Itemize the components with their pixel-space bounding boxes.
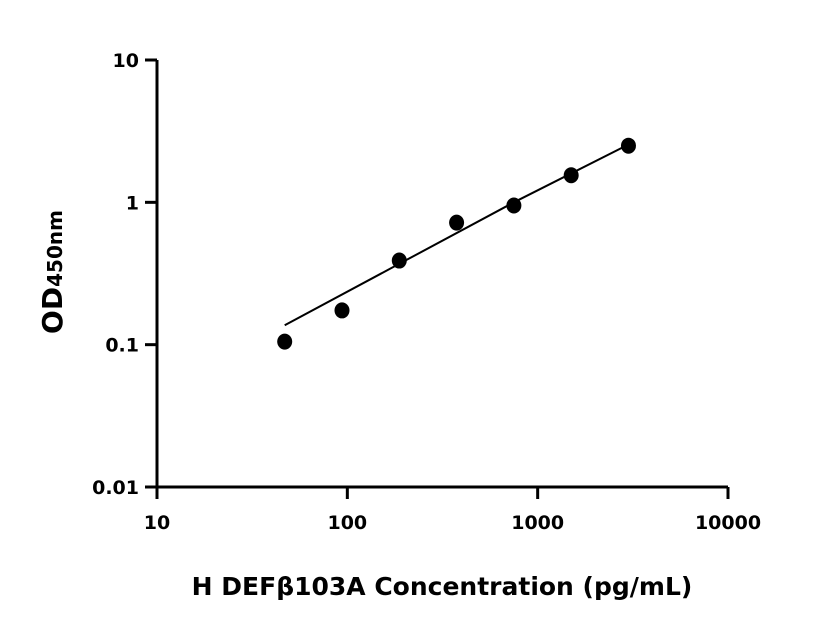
x-tick-label: 10 — [144, 512, 170, 534]
x-tick-label: 1000 — [511, 512, 564, 534]
axes — [145, 58, 730, 499]
data-point — [334, 302, 350, 319]
y-tick-label: 0.1 — [105, 335, 139, 357]
y-axis-label-main: OD — [36, 287, 69, 334]
x-tick-labels: 10 100 1000 10000 — [144, 512, 761, 534]
y-axis-label: OD450nm — [36, 210, 69, 334]
data-point — [277, 333, 293, 350]
x-tick-label: 10000 — [695, 512, 761, 534]
data-point — [449, 214, 465, 231]
x-tick-label: 100 — [327, 512, 367, 534]
y-tick-label: 1 — [126, 192, 139, 214]
x-axis-label: H DEFβ103A Concentration (pg/mL) — [192, 572, 693, 601]
data-point — [563, 167, 579, 184]
data-point — [620, 137, 636, 154]
data-point — [391, 252, 407, 269]
data-points — [277, 137, 636, 350]
y-tick-labels: 0.01 0.1 1 10 — [92, 50, 139, 499]
y-tick-label: 0.01 — [92, 477, 139, 499]
data-point — [506, 197, 522, 214]
y-axis-label-sub: 450nm — [43, 210, 67, 287]
y-tick-label: 10 — [113, 50, 139, 72]
